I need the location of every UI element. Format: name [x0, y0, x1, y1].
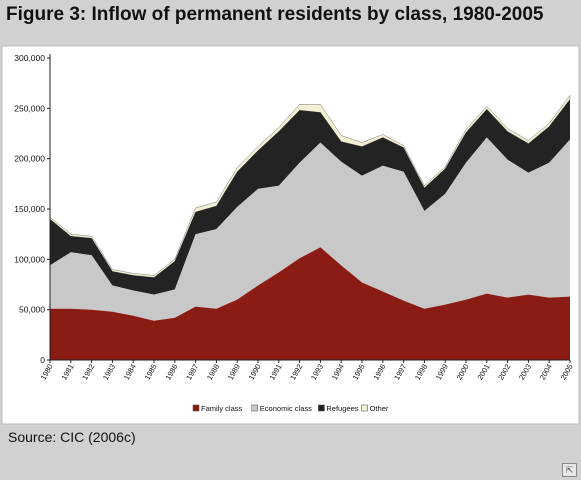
area-refugees [50, 99, 570, 295]
legend-swatch [318, 404, 325, 412]
resize-icon[interactable]: ⇱ [562, 463, 577, 477]
legend-swatch [251, 404, 259, 412]
legend-label: Other [370, 404, 389, 413]
legend-swatch [192, 404, 200, 412]
y-tick-label: 250,000 [14, 103, 45, 113]
legend-label: Economic class [260, 404, 312, 413]
area-economic-class [50, 137, 570, 321]
area-family-class [50, 247, 570, 360]
legend: Family class Economic class Refugees Other [192, 404, 389, 413]
legend-label: Family class [201, 404, 243, 413]
source-note: Source: CIC (2006c) [8, 429, 136, 445]
legend-label: Refugees [326, 404, 358, 413]
y-tick-label: 0 [40, 355, 45, 365]
y-axis-ticks: 0 50,000 100,000 150,000 200,000 250,000 300,0… [14, 53, 50, 365]
y-tick-label: 150,000 [14, 204, 45, 214]
chart-title: Figure 3: Inflow of permanent residents … [6, 4, 544, 25]
y-tick-label: 200,000 [14, 154, 45, 164]
legend-swatch [361, 404, 368, 412]
y-tick-label: 50,000 [19, 305, 45, 315]
y-tick-label: 100,000 [14, 254, 45, 264]
area-series-group [49, 94, 571, 360]
y-tick-label: 300,000 [14, 53, 45, 63]
